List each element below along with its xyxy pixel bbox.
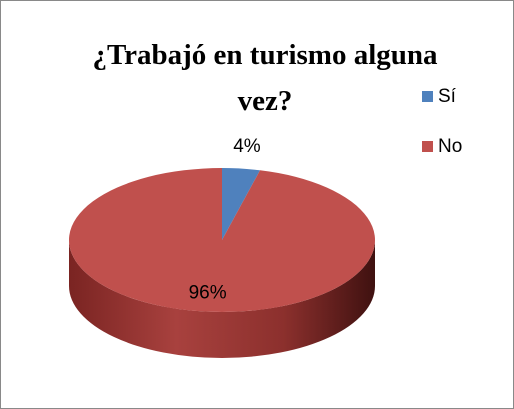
- data-label: 96%: [189, 283, 227, 304]
- pie-side: [69, 240, 375, 358]
- pie-slice: [222, 168, 261, 240]
- legend-swatch: [422, 91, 433, 102]
- chart-title: ¿Trabajó en turismo alguna vez?: [92, 39, 438, 117]
- legend-label: Sí: [438, 86, 457, 107]
- legend-label: No: [438, 136, 462, 157]
- data-label: 4%: [233, 136, 261, 157]
- pie-slice: [68, 168, 375, 312]
- legend-swatch: [422, 141, 433, 152]
